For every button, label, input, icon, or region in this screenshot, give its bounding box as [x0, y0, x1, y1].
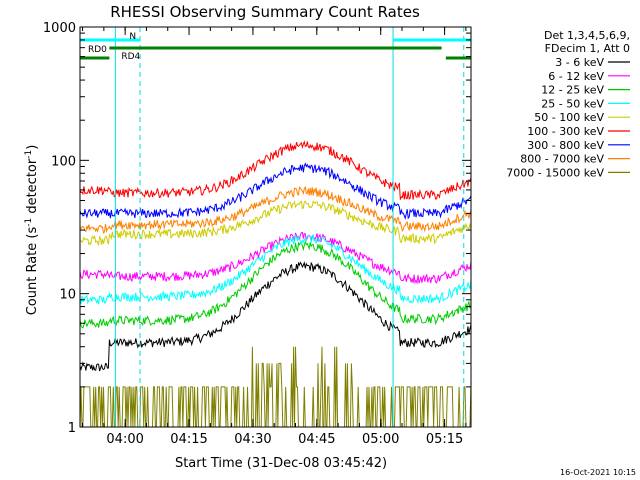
y-axis-label-sup1: -1 — [24, 218, 34, 227]
y-axis-label-main: Count Rate (s — [25, 227, 40, 316]
y-axis-label-mid: detector — [25, 158, 40, 218]
series-layer — [79, 140, 472, 428]
y-tick-label-10: 10 — [59, 288, 76, 303]
y-tick-label-1: 1 — [68, 421, 76, 436]
series-line-6-12-kev — [79, 231, 472, 285]
series-line-50-100-kev — [79, 200, 472, 246]
x-axis-label: Start Time (31-Dec-08 03:45:42) — [175, 456, 387, 471]
x-tick-label-0515: 05:15 — [426, 432, 463, 447]
status-bar-label-n: N — [129, 32, 136, 42]
series-line-100-300-kev — [79, 140, 472, 200]
y-axis-label: Count Rate (s-1 detector-1) — [24, 145, 40, 316]
x-tick-label-0415: 04:15 — [170, 432, 207, 447]
x-tick-label-0445: 04:45 — [298, 432, 335, 447]
y-axis-label-sup2: -1 — [24, 150, 34, 159]
chart-title: RHESSI Observing Summary Count Rates — [110, 3, 420, 21]
x-tick-label-0400: 04:00 — [106, 432, 143, 447]
tick-layer: 04:00 04:15 04:30 04:45 05:00 05:15 1 10 100 1000 — [43, 21, 471, 447]
marker-layer — [114, 27, 465, 427]
legend-label-12-25-kev: 12 - 25 keV — [541, 84, 604, 97]
x-tick-label-0500: 05:00 — [362, 432, 399, 447]
y-tick-label-100: 100 — [51, 154, 76, 169]
series-line-300-800-kev — [79, 162, 472, 220]
series-line-3-6-kev — [79, 261, 472, 372]
series-line-7000-15000-kev — [79, 346, 472, 428]
legend-label-50-100-kev: 50 - 100 keV — [534, 111, 604, 124]
legend-label-6-12-kev: 6 - 12 keV — [548, 70, 604, 83]
status-bar-label-rd4: RD4 — [121, 52, 140, 62]
legend-label-25-50-kev: 25 - 50 keV — [541, 97, 604, 110]
legend-header-line-1: Det 1,3,4,5,6,9, — [544, 29, 630, 42]
x-tick-label-0430: 04:30 — [234, 432, 271, 447]
footer-timestamp: 16-Oct-2021 10:15 — [560, 468, 636, 477]
series-line-12-25-kev — [79, 240, 472, 329]
legend-label-7000-15000-kev: 7000 - 15000 keV — [506, 166, 604, 179]
legend: Det 1,3,4,5,6,9, FDecim 1, Att 0 3 - 6 k… — [506, 29, 630, 179]
legend-label-800-7000-kev: 800 - 7000 keV — [520, 153, 604, 166]
plot-frame — [79, 26, 472, 428]
legend-label-100-300-kev: 100 - 300 keV — [527, 125, 604, 138]
legend-header-line-2: FDecim 1, Att 0 — [545, 42, 630, 55]
status-layer: N RD0 RD4 — [80, 32, 471, 62]
legend-label-3-6-kev: 3 - 6 keV — [555, 56, 604, 69]
status-bar-label-rd0: RD0 — [88, 45, 107, 55]
y-tick-label-1000: 1000 — [43, 21, 76, 36]
y-axis-label-end: ) — [25, 145, 40, 150]
series-line-25-50-kev — [79, 234, 472, 305]
legend-label-300-800-kev: 300 - 800 keV — [527, 139, 604, 152]
series-line-800-7000-kev — [79, 185, 472, 234]
